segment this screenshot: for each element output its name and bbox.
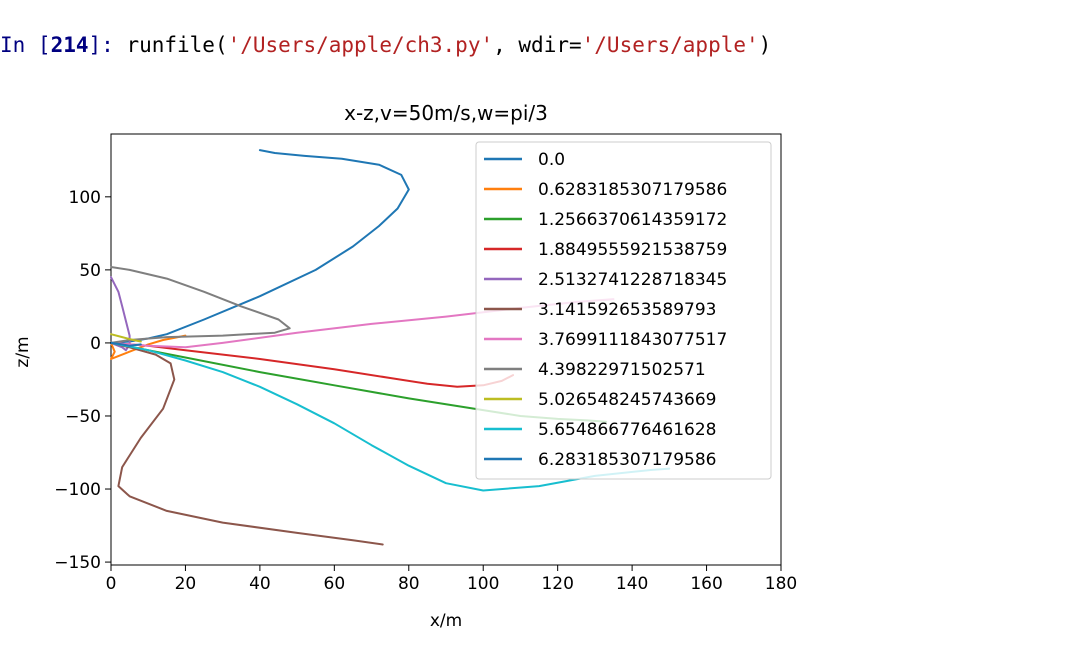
- series-line-5: [110, 341, 384, 546]
- legend-box: [475, 141, 772, 480]
- x-axis-ticks: 0 20 40 60 80 100 120 140 160 180: [106, 565, 797, 594]
- x-tick-label-4: 80: [398, 574, 420, 594]
- x-tick-label-5: 100: [467, 574, 499, 594]
- series-line-7: [110, 266, 291, 344]
- y-tick-label-2: −50: [65, 407, 101, 427]
- legend-label-8: 5.026548245743669: [538, 390, 716, 410]
- series-line-1: [110, 334, 187, 360]
- console-input-line: In [214]: runfile('/Users/apple/ch3.py',…: [0, 30, 1083, 60]
- xz-trajectory-chart: x-z,v=50m/s,w=pi/3 0 20 40 60 80 100 120 140 160…: [13, 101, 797, 631]
- code-wdir-arg: '/Users/apple': [581, 33, 759, 57]
- legend-label-6: 3.7699111843077517: [538, 330, 727, 350]
- legend: 0.0 0.6283185307179586 1.2566370614359172 1…: [475, 141, 772, 480]
- x-tick-label-9: 180: [765, 574, 797, 594]
- series-line-8: [110, 333, 142, 343]
- legend-label-7: 4.39822971502571: [538, 360, 706, 380]
- code-separator: , wdir=: [493, 33, 582, 57]
- code-close-paren: ): [758, 33, 772, 57]
- x-tick-label-0: 0: [106, 574, 117, 594]
- legend-label-2: 1.2566370614359172: [538, 210, 727, 230]
- series-line-0: [110, 149, 410, 344]
- legend-label-0: 0.0: [538, 150, 565, 170]
- code-function: runfile(: [126, 33, 228, 57]
- legend-label-1: 0.6283185307179586: [538, 180, 727, 200]
- y-axis-label: z/m: [13, 336, 33, 367]
- y-tick-label-5: 100: [69, 188, 101, 208]
- legend-items: 0.0 0.6283185307179586 1.2566370614359172 1…: [484, 150, 727, 470]
- x-tick-label-2: 40: [249, 574, 271, 594]
- y-tick-label-3: 0: [90, 334, 101, 354]
- legend-label-5: 3.141592653589793: [538, 300, 716, 320]
- x-tick-label-7: 140: [616, 574, 648, 594]
- series-line-10: [110, 341, 142, 347]
- x-tick-label-1: 20: [175, 574, 197, 594]
- prompt-close: ]:: [88, 33, 127, 57]
- code-file-arg: '/Users/apple/ch3.py': [227, 33, 494, 57]
- legend-label-3: 1.8849555921538759: [538, 240, 727, 260]
- x-tick-label-8: 160: [690, 574, 722, 594]
- legend-label-10: 6.283185307179586: [538, 450, 716, 470]
- prompt-in: In [: [0, 33, 51, 57]
- prompt-number: 214: [50, 33, 89, 57]
- series-line-4: [110, 276, 131, 352]
- x-tick-label-6: 120: [541, 574, 573, 594]
- x-axis-label: x/m: [430, 611, 462, 631]
- legend-label-4: 2.5132741228718345: [538, 270, 727, 290]
- chart-title: x-z,v=50m/s,w=pi/3: [344, 101, 548, 125]
- y-axis-ticks: −150 −100 −50 0 50 100: [54, 188, 111, 573]
- y-tick-label-4: 50: [79, 261, 101, 281]
- x-tick-label-3: 60: [324, 574, 346, 594]
- legend-label-9: 5.654866776461628: [538, 420, 716, 440]
- y-tick-label-0: −150: [54, 553, 101, 573]
- y-tick-label-1: −100: [54, 480, 101, 500]
